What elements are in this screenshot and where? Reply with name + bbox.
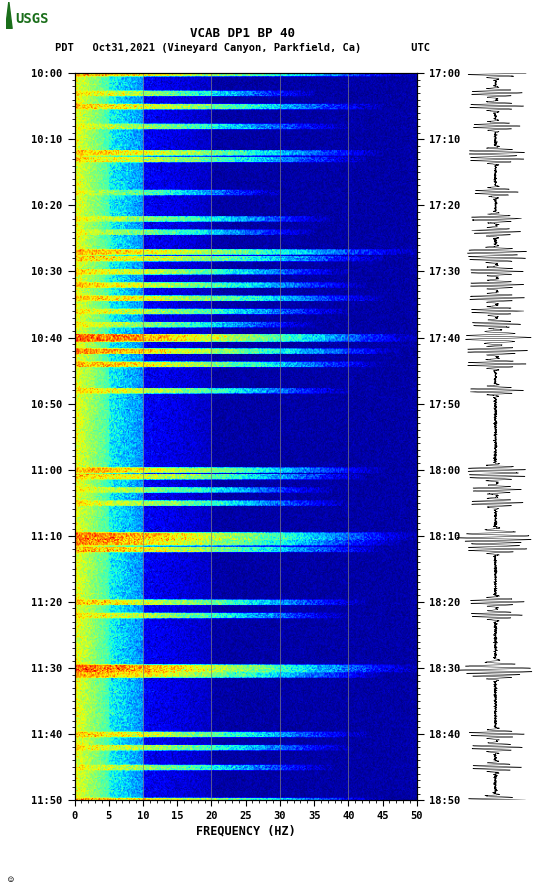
X-axis label: FREQUENCY (HZ): FREQUENCY (HZ): [196, 825, 295, 838]
Text: ☺: ☺: [8, 875, 14, 885]
Text: USGS: USGS: [15, 12, 49, 26]
Text: PDT   Oct31,2021 (Vineyard Canyon, Parkfield, Ca)        UTC: PDT Oct31,2021 (Vineyard Canyon, Parkfie…: [55, 43, 431, 54]
Text: VCAB DP1 BP 40: VCAB DP1 BP 40: [190, 27, 295, 39]
Polygon shape: [6, 2, 12, 29]
